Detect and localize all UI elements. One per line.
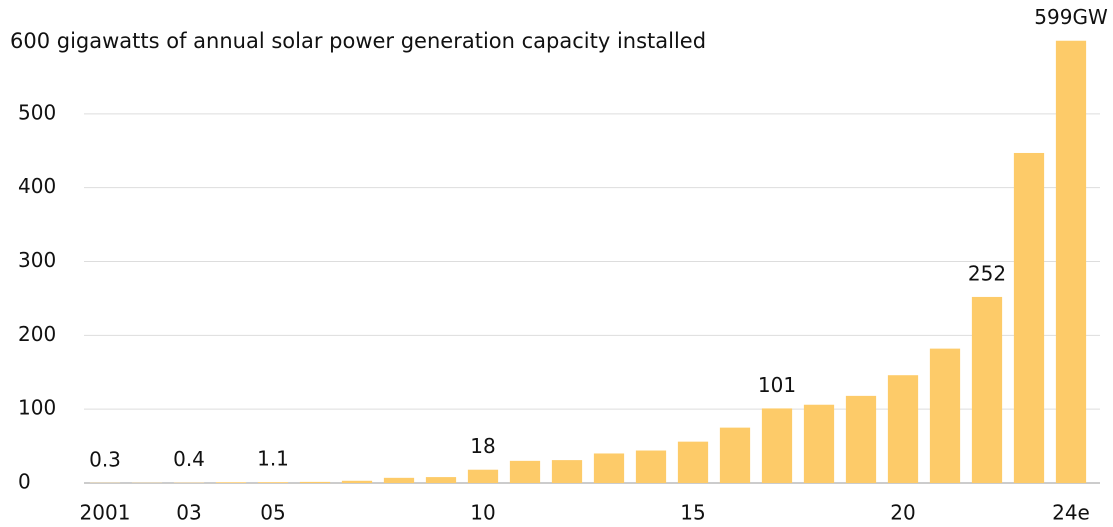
y-tick-label: 0 (18, 470, 31, 494)
value-label: 252 (968, 261, 1006, 285)
chart-title: 600 gigawatts of annual solar power gene… (10, 29, 706, 53)
y-tick-label: 400 (18, 174, 56, 198)
x-tick-label: 2001 (80, 501, 131, 525)
bar (803, 404, 835, 483)
x-tick-label: 05 (260, 501, 285, 525)
value-label: 18 (470, 434, 495, 458)
y-tick-label: 200 (18, 322, 56, 346)
bar (845, 395, 877, 483)
value-label: 599GW (1034, 5, 1108, 29)
bar (1013, 152, 1045, 483)
value-label: 1.1 (257, 447, 289, 471)
bar (929, 348, 961, 483)
bar (257, 482, 289, 483)
x-tick-label: 10 (470, 501, 495, 525)
y-tick-label: 100 (18, 396, 56, 420)
x-tick-label: 03 (176, 501, 201, 525)
value-label: 101 (758, 373, 796, 397)
y-tick-label: 300 (18, 248, 56, 272)
value-label: 0.4 (173, 447, 205, 471)
bar (509, 460, 541, 483)
bar (299, 481, 331, 483)
bar (761, 408, 793, 483)
bar (383, 477, 415, 483)
x-tick-label: 20 (890, 501, 915, 525)
bar (551, 460, 583, 483)
bar (467, 469, 499, 483)
bar (971, 296, 1003, 483)
bar (593, 453, 625, 483)
y-tick-label: 500 (18, 100, 56, 124)
x-tick-label: 15 (680, 501, 705, 525)
bar (635, 450, 667, 483)
bar (341, 480, 373, 483)
bar (719, 427, 751, 483)
x-tick-label: 24e (1052, 501, 1090, 525)
bar (677, 441, 709, 483)
bar (1055, 40, 1087, 483)
bar (887, 375, 919, 483)
value-label: 0.3 (89, 447, 121, 471)
bar (425, 477, 457, 483)
bar (215, 482, 247, 483)
